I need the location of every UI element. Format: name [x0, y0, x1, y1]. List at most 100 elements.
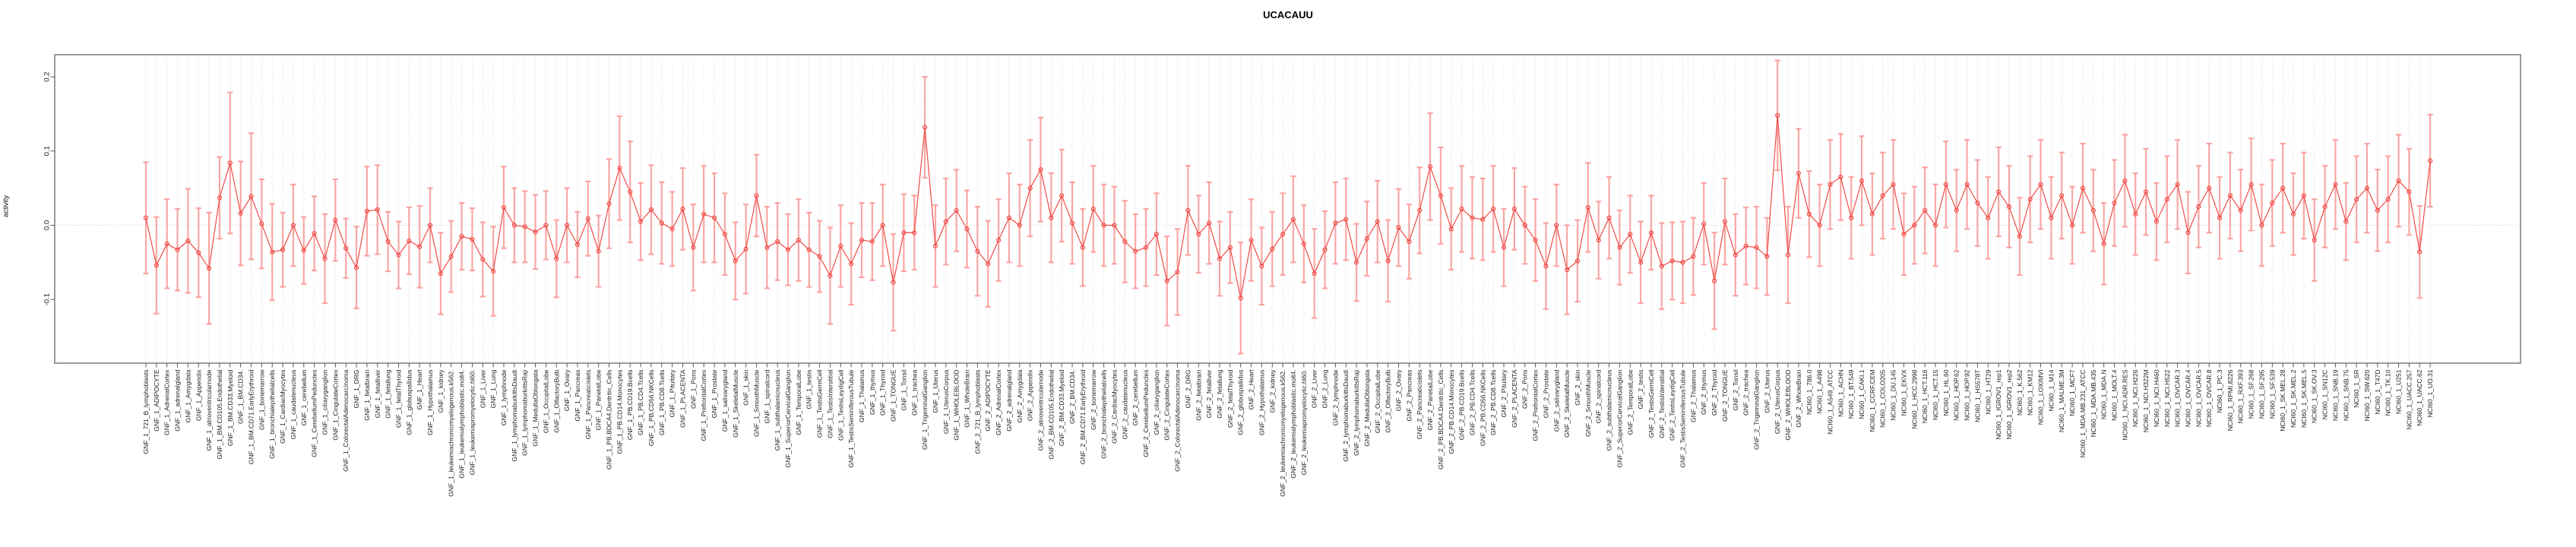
svg-text:NCI60_1_SK.MEL.2: NCI60_1_SK.MEL.2 — [2290, 369, 2297, 428]
svg-text:NCI60_1_COLO205: NCI60_1_COLO205 — [1879, 369, 1887, 428]
svg-text:NCI60_1_A549_ATCC: NCI60_1_A549_ATCC — [1826, 370, 1834, 435]
svg-text:NCI60_1_HL.60: NCI60_1_HL.60 — [1942, 369, 1950, 416]
svg-text:GNF_2_UterusCorpus: GNF_2_UterusCorpus — [1774, 370, 1781, 435]
svg-text:GNF_1_MedullaOblongata: GNF_1_MedullaOblongata — [532, 369, 540, 446]
svg-text:GNF_1_OlfactoryBulb: GNF_1_OlfactoryBulb — [552, 369, 560, 432]
svg-text:GNF_1_TemporalLobe: GNF_1_TemporalLobe — [795, 369, 802, 435]
svg-text:GNF_1_CerebellumPeduncles: GNF_1_CerebellumPeduncles — [311, 370, 318, 457]
svg-text:GNF_2_caudatenucleus: GNF_2_caudatenucleus — [1121, 370, 1128, 440]
svg-text:GNF_1_Pituitary: GNF_1_Pituitary — [669, 369, 676, 418]
svg-text:GNF_1_Lung: GNF_1_Lung — [489, 369, 497, 408]
svg-text:GNF_2_Pituitary: GNF_2_Pituitary — [1500, 369, 1508, 418]
svg-text:NCI60_1_SW.620: NCI60_1_SW.620 — [2363, 369, 2371, 421]
svg-text:GNF_1_OccipitalLobe: GNF_1_OccipitalLobe — [542, 369, 549, 433]
svg-text:GNF_2_salivarygland: GNF_2_salivarygland — [1552, 369, 1560, 432]
svg-text:GNF_2_PB.CD56.NKCells: GNF_2_PB.CD56.NKCells — [1479, 370, 1486, 447]
svg-text:GNF_2_adrenalgland: GNF_2_adrenalgland — [1005, 369, 1013, 432]
svg-text:GNF_2_MedullaOblongata: GNF_2_MedullaOblongata — [1363, 369, 1371, 446]
svg-text:GNF_1_WholeBrain: GNF_1_WholeBrain — [964, 369, 971, 427]
svg-text:GNF_1_Uterus: GNF_1_Uterus — [932, 370, 939, 413]
svg-text:NCI60_1_PC.3: NCI60_1_PC.3 — [2216, 369, 2223, 413]
svg-text:0.1: 0.1 — [43, 146, 52, 156]
svg-text:GNF_1_globuspallidus: GNF_1_globuspallidus — [405, 370, 413, 435]
svg-text:GNF_1_caudatenucleus: GNF_1_caudatenucleus — [290, 370, 297, 440]
svg-text:NCI60_1_HCC.2998: NCI60_1_HCC.2998 — [1910, 369, 1918, 428]
svg-text:NCI60_1_SK.MEL.5: NCI60_1_SK.MEL.5 — [2300, 369, 2308, 428]
svg-text:GNF_2_thymus: GNF_2_thymus — [1700, 370, 1707, 416]
svg-text:GNF_2_globuspallidus: GNF_2_globuspallidus — [1237, 370, 1245, 435]
svg-text:NCI60_1_OVCAR.4: NCI60_1_OVCAR.4 — [2184, 369, 2191, 427]
svg-text:NCI60_1_SNB.75: NCI60_1_SNB.75 — [2342, 369, 2350, 421]
svg-text:GNF_1_fetallung: GNF_1_fetallung — [385, 369, 392, 419]
svg-text:GNF_1_ciliaryganglion: GNF_1_ciliaryganglion — [321, 369, 329, 435]
svg-text:GNF_1_atrioventricularnode: GNF_1_atrioventricularnode — [205, 369, 213, 451]
svg-text:GNF_1_lymphnode: GNF_1_lymphnode — [500, 369, 508, 425]
svg-text:GNF_2_Hypothalamus: GNF_2_Hypothalamus — [1258, 370, 1265, 435]
svg-text:GNF_2_BM.CD71.EarlyErythroid: GNF_2_BM.CD71.EarlyErythroid — [1079, 369, 1087, 464]
svg-text:GNF_2_leukemiachronicmyelogeno: GNF_2_leukemiachronicmyelogenous.k562. — [1279, 370, 1286, 497]
svg-text:NCI60_1_K.562: NCI60_1_K.562 — [2016, 369, 2024, 416]
svg-text:GNF_1_Pancreas: GNF_1_Pancreas — [574, 370, 581, 422]
svg-text:NCI60_1_MALME.3M: NCI60_1_MALME.3M — [2058, 370, 2065, 433]
svg-text:GNF_2_leukemiapromyelocytic.hl: GNF_2_leukemiapromyelocytic.hl60. — [1300, 370, 1308, 476]
svg-text:NCI60_1_LOXIMVI: NCI60_1_LOXIMVI — [2037, 370, 2045, 425]
svg-text:GNF_1_testis: GNF_1_testis — [805, 370, 813, 409]
svg-text:NCI60_1_KM12: NCI60_1_KM12 — [2027, 369, 2034, 416]
svg-text:GNF_2_TestisSeminiferousTubule: GNF_2_TestisSeminiferousTubule — [1679, 369, 1687, 467]
svg-text:GNF_1_TestisInterstitial: GNF_1_TestisInterstitial — [826, 369, 834, 438]
svg-text:GNF_2_PrefrontalCortex: GNF_2_PrefrontalCortex — [1532, 369, 1540, 441]
svg-text:GNF_2_WHOLEBLOOD: GNF_2_WHOLEBLOOD — [1784, 370, 1792, 441]
svg-text:NCI60_1_NCI.ADR.RES: NCI60_1_NCI.ADR.RES — [2121, 369, 2128, 440]
svg-text:GNF_2_BM.CD105.Endothelial: GNF_2_BM.CD105.Endothelial — [1047, 369, 1055, 459]
svg-text:GNF_2_CingulateCortex: GNF_2_CingulateCortex — [1163, 369, 1171, 441]
svg-text:GNF_2_Tonsil: GNF_2_Tonsil — [1732, 369, 1739, 410]
svg-text:GNF_2_ParietalLobe: GNF_2_ParietalLobe — [1426, 369, 1434, 430]
svg-text:GNF_2_Amygdala: GNF_2_Amygdala — [1016, 369, 1024, 422]
svg-text:GNF_1_Prostate: GNF_1_Prostate — [710, 369, 718, 418]
svg-text:GNF_2_testis: GNF_2_testis — [1637, 370, 1644, 409]
y-tick-labels: -0.1 0.0 0.1 0.2 — [43, 71, 52, 305]
svg-text:GNF_2_atrioventricularnode: GNF_2_atrioventricularnode — [1037, 369, 1045, 451]
svg-text:GNF_1_PLACENTA: GNF_1_PLACENTA — [679, 369, 687, 428]
mean-points — [143, 112, 2433, 301]
svg-text:GNF_2_lymphomaburkittsDaudi: GNF_2_lymphomaburkittsDaudi — [1342, 369, 1350, 461]
x-tick-labels: GNF_1_721_B_lymphoblasts GNF_1_ADIPOCYTE G… — [142, 369, 2434, 497]
svg-text:GNF_1_Liver: GNF_1_Liver — [479, 369, 486, 408]
gridlines — [145, 55, 2431, 363]
svg-text:GNF_1_AdrenalCortex: GNF_1_AdrenalCortex — [163, 369, 171, 435]
svg-text:GNF_1_adrenalgland: GNF_1_adrenalgland — [174, 369, 182, 432]
svg-text:GNF_2_spinalcord: GNF_2_spinalcord — [1595, 369, 1603, 423]
svg-text:GNF_2_SuperiorCervicalGanglion: GNF_2_SuperiorCervicalGanglion — [1616, 369, 1623, 467]
svg-text:NCI60_1_IGROV1_rep2: NCI60_1_IGROV1_rep2 — [2005, 369, 2013, 439]
svg-text:NCI60_1_HT29: NCI60_1_HT29 — [1984, 369, 1992, 414]
svg-text:GNF_2_trachea: GNF_2_trachea — [1742, 369, 1750, 416]
svg-text:GNF_2_TONGUE: GNF_2_TONGUE — [1721, 369, 1729, 422]
chart-title: UCACAUU — [1263, 9, 1313, 21]
svg-text:GNF_2_WholeBrain: GNF_2_WholeBrain — [1795, 369, 1802, 427]
svg-text:GNF_1_TONGUE: GNF_1_TONGUE — [890, 369, 897, 422]
svg-text:GNF_2_PB.CD14.Monocytes: GNF_2_PB.CD14.Monocytes — [1448, 370, 1455, 454]
svg-text:GNF_2_cerebellum: GNF_2_cerebellum — [1131, 370, 1139, 426]
svg-text:NCI60_1_SF.539: NCI60_1_SF.539 — [2268, 369, 2276, 419]
error-bars — [143, 59, 2433, 355]
svg-text:NCI60_1_OVCAR.3: NCI60_1_OVCAR.3 — [2174, 369, 2182, 427]
svg-text:NCI60_1_IGROV1_rep1: NCI60_1_IGROV1_rep1 — [1995, 369, 2002, 439]
svg-text:NCI60_1_HCT.15: NCI60_1_HCT.15 — [1932, 369, 1939, 420]
svg-text:NCI60_1_SNB.19: NCI60_1_SNB.19 — [2331, 369, 2339, 421]
svg-text:NCI60_1_TK.10: NCI60_1_TK.10 — [2385, 369, 2392, 416]
svg-text:GNF_2_DRG: GNF_2_DRG — [1184, 370, 1191, 409]
svg-text:GNF_1_Thalamus: GNF_1_Thalamus — [858, 370, 866, 422]
svg-text:GNF_1_leukemiachronicmyelogeno: GNF_1_leukemiachronicmyelogenous.k562. — [448, 370, 455, 497]
svg-text:NCI60_1_SF.268: NCI60_1_SF.268 — [2248, 369, 2255, 419]
svg-text:NCI60_1_UACC.257: NCI60_1_UACC.257 — [2405, 369, 2413, 429]
svg-text:GNF_2_TestisGermCell: GNF_2_TestisGermCell — [1647, 369, 1655, 438]
svg-text:GNF_2_Ovary: GNF_2_Ovary — [1395, 369, 1403, 412]
svg-text:GNF_2_ColorectalAdenocarcinoma: GNF_2_ColorectalAdenocarcinoma — [1174, 369, 1182, 471]
svg-text:NCI60_1_NCI.H322M: NCI60_1_NCI.H322M — [2142, 370, 2150, 433]
svg-text:NCI60_1_SN12C: NCI60_1_SN12C — [2321, 370, 2329, 420]
svg-text:GNF_2_TemporalLobe: GNF_2_TemporalLobe — [1626, 369, 1634, 435]
svg-text:GNF_1_Amygdala: GNF_1_Amygdala — [184, 369, 191, 422]
svg-text:GNF_2_fetalliver: GNF_2_fetalliver — [1205, 369, 1213, 418]
svg-text:GNF_1_Heart: GNF_1_Heart — [416, 369, 423, 410]
